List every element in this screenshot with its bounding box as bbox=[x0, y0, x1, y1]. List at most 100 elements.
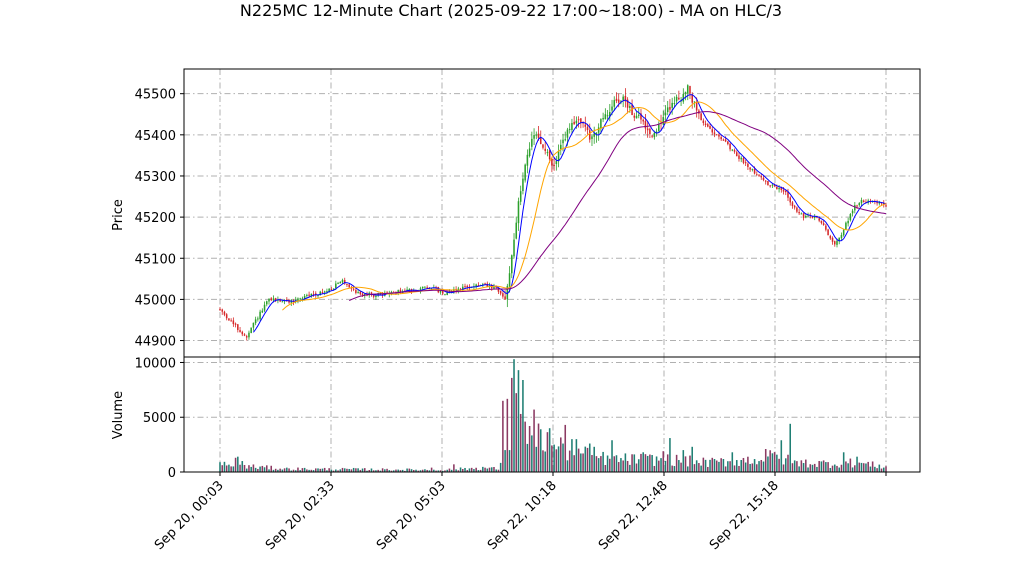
volume-bar bbox=[686, 466, 689, 472]
volume-bar bbox=[571, 439, 573, 472]
volume-bar bbox=[840, 464, 843, 472]
volume-bar bbox=[299, 470, 301, 472]
volume-bar bbox=[660, 458, 662, 472]
candle-body bbox=[767, 181, 769, 186]
volume-bar bbox=[769, 450, 771, 472]
volume-bar bbox=[245, 468, 248, 472]
volume-bar bbox=[644, 454, 647, 472]
candle-body bbox=[749, 167, 751, 170]
volume-bar bbox=[457, 470, 460, 472]
volume-bar bbox=[573, 455, 575, 472]
volume-bar bbox=[626, 460, 629, 472]
candle-body bbox=[691, 94, 693, 103]
volume-panel: 0 5000 10000 Volume bbox=[111, 356, 921, 481]
volume-bar bbox=[720, 458, 722, 472]
candle-body bbox=[397, 290, 399, 293]
volume-bar bbox=[468, 468, 471, 472]
volume-bar bbox=[274, 468, 277, 472]
volume-bar bbox=[386, 468, 388, 472]
volume-bar bbox=[807, 467, 809, 472]
candle-body bbox=[542, 144, 544, 148]
x-ticks: Sep 20, 00:03 Sep 20, 02:33 Sep 20, 05:03 S… bbox=[152, 472, 887, 553]
candle-body bbox=[511, 255, 513, 274]
volume-tick-label: 5000 bbox=[143, 411, 176, 426]
candle-body bbox=[232, 320, 235, 325]
candle-body bbox=[497, 288, 500, 292]
price-axis-label: Price bbox=[111, 199, 126, 231]
candle-body bbox=[849, 214, 852, 221]
candle-body bbox=[399, 289, 402, 293]
volume-bar bbox=[731, 452, 734, 472]
candle-body bbox=[513, 239, 515, 257]
candle-body bbox=[865, 201, 867, 203]
volume-bar bbox=[822, 460, 825, 472]
volume-bar bbox=[301, 468, 304, 472]
candle-body bbox=[243, 334, 246, 336]
candle-body bbox=[649, 128, 651, 135]
candle-body bbox=[254, 319, 257, 324]
candle-body bbox=[446, 292, 448, 295]
volume-bar bbox=[778, 458, 780, 472]
volume-bar bbox=[466, 470, 469, 472]
candle-body bbox=[504, 296, 506, 300]
candle-body bbox=[493, 286, 495, 289]
candle-body bbox=[270, 298, 273, 301]
volume-bar bbox=[292, 469, 295, 472]
candle-body bbox=[682, 93, 685, 102]
candle-body bbox=[847, 220, 849, 224]
volume-bar bbox=[854, 465, 856, 472]
candle-body bbox=[257, 318, 259, 320]
candle-body bbox=[522, 178, 524, 192]
volume-bar bbox=[408, 468, 411, 472]
volume-bar bbox=[428, 470, 431, 472]
volume-bar bbox=[615, 455, 618, 472]
volume-bar bbox=[622, 460, 624, 472]
candle-body bbox=[704, 123, 707, 125]
candle-body bbox=[234, 323, 237, 325]
candle-body bbox=[308, 294, 310, 296]
volume-bar bbox=[225, 465, 228, 472]
volume-bar bbox=[533, 409, 535, 472]
volume-bar bbox=[286, 467, 288, 472]
candle-body bbox=[796, 207, 798, 212]
volume-tick-label: 0 bbox=[168, 466, 176, 481]
volume-bar bbox=[562, 443, 564, 472]
candle-body bbox=[606, 115, 609, 117]
moving-average-16 bbox=[282, 101, 887, 311]
candle-body bbox=[352, 288, 355, 290]
candle-body bbox=[228, 318, 230, 321]
volume-bar bbox=[479, 469, 482, 472]
volume-bar bbox=[484, 467, 486, 472]
volume-bar bbox=[270, 465, 273, 472]
volume-bar bbox=[446, 469, 448, 472]
candle-body bbox=[764, 180, 767, 182]
volume-bar bbox=[818, 461, 820, 472]
candle-body bbox=[818, 218, 820, 221]
candle-body bbox=[381, 293, 384, 296]
candle-body bbox=[482, 284, 484, 286]
volume-bar bbox=[535, 446, 538, 472]
candle-body bbox=[564, 139, 567, 141]
volume-bar bbox=[711, 457, 714, 472]
volume-bar bbox=[747, 456, 749, 472]
candle-body bbox=[419, 288, 422, 291]
candle-body bbox=[526, 154, 529, 166]
candle-body bbox=[548, 150, 551, 160]
candle-body bbox=[715, 134, 718, 136]
volume-bar bbox=[609, 458, 611, 472]
candle-body bbox=[466, 285, 469, 288]
candle-body bbox=[506, 285, 509, 300]
volume-bar bbox=[232, 466, 235, 472]
volume-bar bbox=[733, 465, 736, 472]
price-tick-label: 44900 bbox=[135, 335, 176, 350]
volume-axes-frame bbox=[183, 356, 921, 473]
volume-bar bbox=[838, 467, 841, 472]
candle-body bbox=[528, 148, 531, 156]
volume-bar bbox=[847, 463, 849, 472]
candle-body bbox=[695, 101, 698, 111]
volume-bar bbox=[453, 464, 455, 472]
volume-bar bbox=[493, 467, 495, 472]
volume-bar bbox=[878, 464, 881, 472]
candle-body bbox=[644, 120, 647, 129]
candle-body bbox=[673, 103, 676, 105]
